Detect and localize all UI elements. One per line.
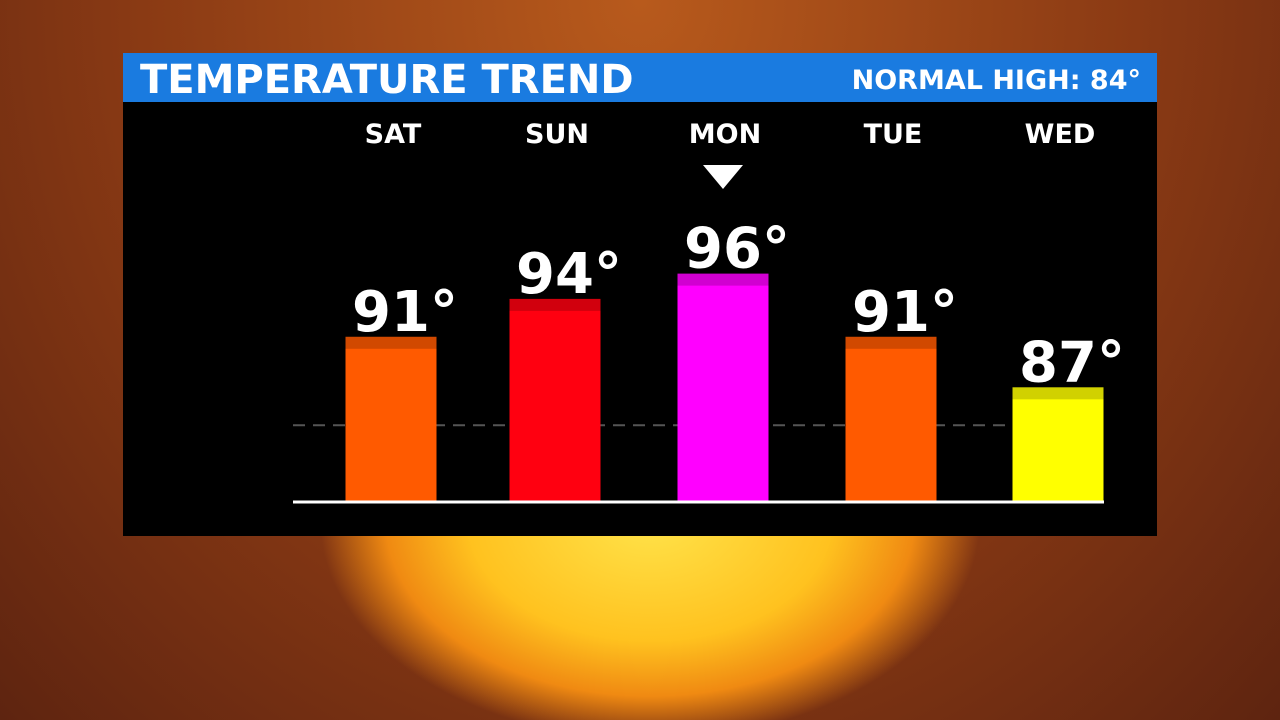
value-label: 87° bbox=[1019, 330, 1125, 395]
bar-cap bbox=[345, 336, 437, 349]
value-label: 91° bbox=[852, 280, 958, 345]
bar bbox=[677, 273, 769, 501]
bar-cap bbox=[509, 298, 601, 311]
bar-body bbox=[345, 336, 437, 501]
bar-body bbox=[845, 336, 937, 501]
bar bbox=[509, 298, 601, 501]
bar-body bbox=[509, 298, 601, 501]
chart-title: TEMPERATURE TREND bbox=[140, 57, 634, 103]
bar bbox=[845, 336, 937, 501]
day-label: SAT bbox=[365, 119, 422, 150]
today-marker bbox=[703, 165, 743, 189]
value-label: 96° bbox=[684, 217, 790, 282]
bar-cap bbox=[677, 273, 769, 286]
day-label: TUE bbox=[864, 119, 923, 150]
day-label: MON bbox=[689, 119, 761, 150]
day-label: WED bbox=[1025, 119, 1096, 150]
bar-cap bbox=[1012, 387, 1104, 400]
bar bbox=[345, 336, 437, 501]
bar-body bbox=[1012, 387, 1104, 501]
header bbox=[123, 53, 1157, 102]
value-label: 91° bbox=[352, 280, 458, 345]
bar-body bbox=[677, 273, 769, 501]
panel bbox=[123, 53, 1157, 536]
normal-high-label: NORMAL HIGH: 84° bbox=[852, 65, 1141, 96]
bar-cap bbox=[845, 336, 937, 349]
bar bbox=[1012, 387, 1104, 501]
value-label: 94° bbox=[516, 242, 622, 307]
day-label: SUN bbox=[525, 119, 589, 150]
